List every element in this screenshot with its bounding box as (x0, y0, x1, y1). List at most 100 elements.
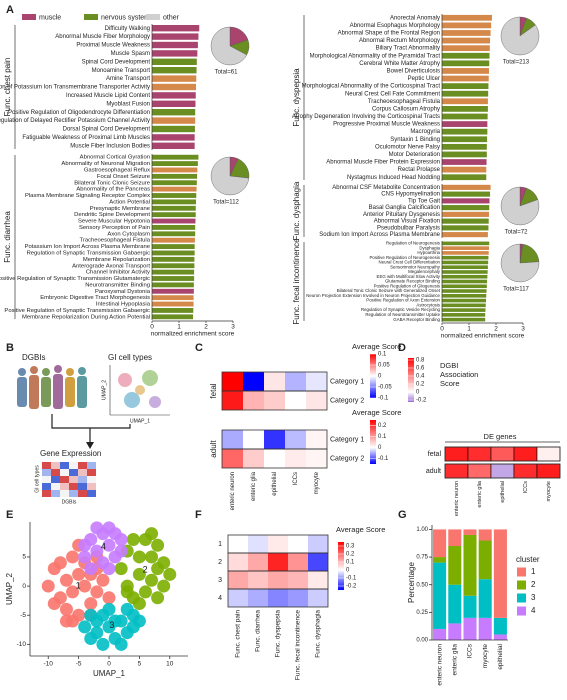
term-label: Abnormality of Neuronal Migration (61, 161, 150, 167)
term-label: Astrocytosis (416, 302, 440, 307)
legend-tick-label: -0.2 (416, 398, 427, 404)
bar (442, 317, 486, 322)
bar (152, 154, 199, 160)
point (59, 602, 73, 616)
term-label: Biliary Tract Abnormality (376, 46, 440, 52)
x-tick-label: 5 (138, 661, 142, 668)
term-label: Anorectal Anomaly (390, 15, 440, 21)
group-title: Func. fecal incontinence (292, 238, 301, 325)
heatmap-cell (536, 446, 561, 462)
term-label: Focal Onset Seizure (97, 174, 150, 180)
term-label: Syntaxin 1 Binding (390, 137, 440, 143)
point (96, 573, 110, 587)
bar (152, 307, 194, 313)
point (102, 538, 116, 552)
bar (442, 198, 490, 204)
row-label: 4 (218, 595, 222, 602)
point (120, 602, 134, 616)
term-label: Pseudobulbar Paralysis (377, 225, 440, 231)
bar (442, 265, 488, 270)
heatmap-cell (285, 372, 306, 391)
point (84, 562, 98, 576)
row-label: 3 (218, 577, 222, 584)
panel-label: C (195, 342, 203, 354)
term-label: Channel Inhibitor Activity (86, 270, 150, 276)
term-label: Plasma Membrane Signaling Receptor Compl… (25, 193, 150, 199)
row-label: Category 2 (330, 397, 364, 404)
y-tick-label: -5 (20, 612, 26, 619)
point (102, 562, 116, 576)
bar (152, 295, 194, 301)
bar (152, 41, 198, 49)
heatmap-cell (264, 372, 285, 391)
heatmap-cell (285, 391, 306, 410)
bar (442, 303, 486, 308)
bar (152, 92, 196, 99)
term-label: Megalencephaly (408, 269, 441, 274)
bar (442, 191, 491, 197)
row-label: Category 1 (330, 378, 364, 385)
bar (442, 270, 488, 274)
cluster-label: 3 (110, 620, 115, 630)
x-tick-label: 0 (150, 324, 154, 331)
heatmap-cell (306, 430, 327, 449)
point (78, 579, 92, 593)
point (163, 567, 177, 581)
legend-tick-label: 0.2 (378, 423, 387, 429)
term-label: Abnormal CSF Metabolite Concentration (332, 185, 440, 191)
term-label: Tracheoesophageal Fistula (80, 238, 151, 244)
bar (152, 269, 195, 275)
heatmap-cell (308, 571, 328, 589)
x-tick-label: -5 (76, 661, 82, 668)
point (59, 614, 73, 628)
point (90, 626, 104, 640)
term-label: EEG with Multifocal Slow Activity (377, 274, 441, 279)
bar-segment (448, 529, 462, 547)
legend-tick-label: -0.1 (378, 396, 389, 402)
bar (152, 75, 197, 82)
bar (442, 121, 488, 127)
term-label: Positive Regulation of Synaptic Transmis… (4, 308, 150, 314)
bar (442, 60, 490, 67)
bar (442, 274, 488, 279)
term-label: Amine Transport (106, 76, 150, 82)
point (114, 562, 128, 576)
term-label: GABA Receptor Binding (393, 317, 440, 322)
bar-segment (463, 595, 477, 618)
bar (442, 284, 487, 289)
legend-tick-label: 0 (346, 568, 350, 574)
pie-total: Total=213 (503, 60, 530, 66)
x-tick-label: 3 (521, 326, 525, 333)
bar (442, 136, 488, 143)
heatmap-cell (248, 535, 268, 553)
heatmap-cell (243, 430, 264, 449)
heatmap-cell (228, 535, 248, 553)
legend-title: cluster (516, 555, 540, 564)
legend-label: 3 (531, 593, 536, 602)
term-label: Neuron Projection Extension Involved in … (306, 293, 440, 298)
term-label: Muscle Fiber Inclusion Bodies (70, 143, 150, 149)
row-label: 2 (218, 559, 222, 566)
panel-label: B (6, 342, 14, 354)
bar (442, 52, 490, 59)
bar (442, 106, 488, 112)
bar (442, 45, 490, 52)
pie-slice (500, 16, 540, 56)
bar (152, 212, 196, 218)
schematic-label: GI cell types (108, 353, 152, 362)
heatmap-cell (222, 430, 243, 449)
heatmap-cell (264, 391, 285, 410)
point (157, 556, 171, 570)
term-label: Regulation of Synaptic Vesicle Recycling (361, 307, 441, 312)
legend-tick-label: 0.1 (346, 560, 355, 566)
x-tick-label: 1 (467, 326, 471, 333)
column-label: Func. fecal incontinence (295, 610, 302, 680)
heatmap-border (221, 448, 328, 469)
term-label: Oculomotor Nerve Palsy (375, 144, 440, 150)
bar (152, 224, 196, 230)
term-label: Abnormal Esophagus Morphology (350, 23, 440, 29)
legend-tick-label: -0.1 (346, 576, 357, 582)
point (96, 637, 110, 651)
term-label: Neurotransmitter Binding (85, 282, 150, 288)
y-tick-label: 5 (22, 554, 26, 561)
